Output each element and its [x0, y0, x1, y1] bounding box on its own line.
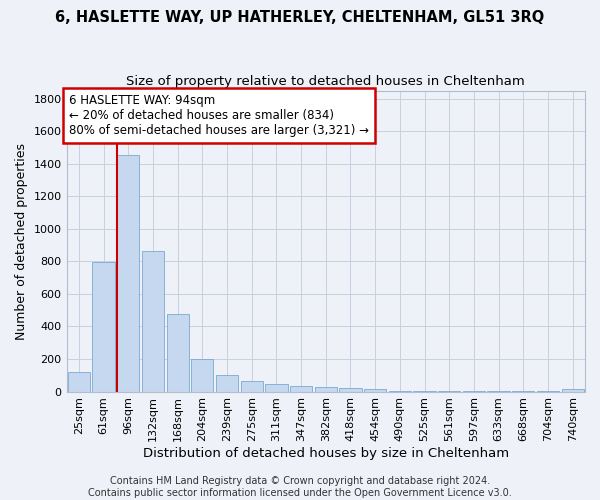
Bar [167, 314, 189, 392]
Bar [191, 359, 214, 392]
Bar [68, 372, 90, 392]
Bar [364, 389, 386, 392]
Bar [216, 376, 238, 392]
Bar [290, 386, 312, 392]
Bar [389, 391, 411, 392]
Title: Size of property relative to detached houses in Cheltenham: Size of property relative to detached ho… [127, 75, 525, 88]
Y-axis label: Number of detached properties: Number of detached properties [15, 142, 28, 340]
Bar [241, 381, 263, 392]
Bar [314, 386, 337, 392]
Bar [92, 262, 115, 392]
Bar [117, 155, 139, 392]
Bar [265, 384, 287, 392]
Text: 6, HASLETTE WAY, UP HATHERLEY, CHELTENHAM, GL51 3RQ: 6, HASLETTE WAY, UP HATHERLEY, CHELTENHA… [55, 10, 545, 25]
Bar [562, 389, 584, 392]
Text: 6 HASLETTE WAY: 94sqm
← 20% of detached houses are smaller (834)
80% of semi-det: 6 HASLETTE WAY: 94sqm ← 20% of detached … [69, 94, 369, 137]
X-axis label: Distribution of detached houses by size in Cheltenham: Distribution of detached houses by size … [143, 447, 509, 460]
Text: Contains HM Land Registry data © Crown copyright and database right 2024.
Contai: Contains HM Land Registry data © Crown c… [88, 476, 512, 498]
Bar [142, 251, 164, 392]
Bar [340, 388, 362, 392]
